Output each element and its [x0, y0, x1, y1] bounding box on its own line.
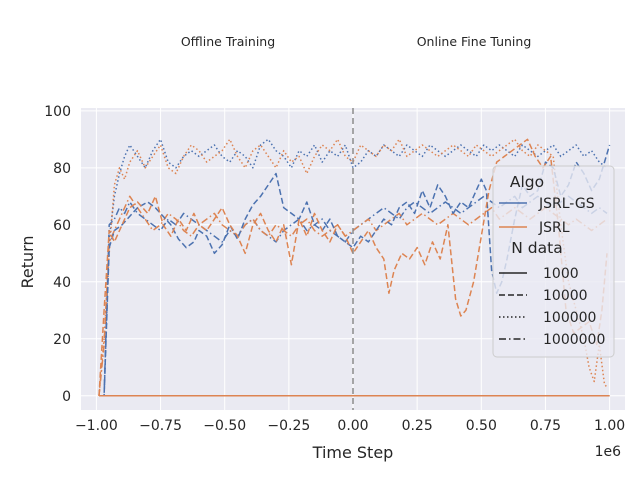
legend-ndata-title: N data [511, 239, 562, 257]
x-offset-label: 1e6 [595, 444, 622, 460]
x-tick-label: 0.25 [402, 418, 433, 434]
x-tick-label: −0.25 [267, 418, 310, 434]
x-tick-label: −1.00 [75, 418, 118, 434]
y-tick-label: 0 [62, 389, 71, 405]
y-tick-label: 20 [53, 332, 71, 348]
legend-item-label: JSRL-GS [538, 196, 595, 212]
legend-item-label: JSRL [538, 220, 570, 236]
legend-algo-title: Algo [510, 173, 544, 191]
legend-ndata-entries: 1000 10000 100000 1000000 [499, 266, 605, 348]
x-axis-label: Time Step [312, 443, 394, 462]
y-tick-label: 40 [53, 275, 71, 291]
series-line-jsrl-10000 [98, 138, 608, 396]
y-axis-label: Return [18, 235, 37, 288]
y-tick-label: 80 [53, 161, 71, 177]
y-tick-labels: 0 20 40 60 80 100 [44, 104, 71, 405]
legend-item-label: 10000 [543, 288, 588, 304]
legend-item-label: 1000000 [543, 332, 605, 348]
x-tick-label: 0.75 [530, 418, 561, 434]
x-tick-label: −0.50 [203, 418, 246, 434]
x-tick-label: 0.50 [466, 418, 497, 434]
x-tick-label: 1.00 [594, 418, 625, 434]
x-tick-label: 0.00 [337, 418, 368, 434]
legend-item-label: 1000 [543, 266, 579, 282]
x-tick-labels: −1.00 −0.75 −0.50 −0.25 0.00 0.25 0.50 0.75 1.00 [75, 418, 625, 434]
series-line-jsrl-gs-100000 [99, 138, 608, 397]
y-tick-label: 60 [53, 218, 71, 234]
legend-item-label: 100000 [543, 310, 596, 326]
legend-box [492, 165, 615, 358]
x-tick-label: −0.75 [139, 418, 182, 434]
legend-algo-entries: JSRL-GS JSRL [499, 196, 595, 236]
y-tick-label: 100 [44, 104, 71, 120]
phase-label-online: Online Fine Tuning [417, 34, 532, 49]
phase-label-offline: Offline Training [181, 34, 275, 49]
